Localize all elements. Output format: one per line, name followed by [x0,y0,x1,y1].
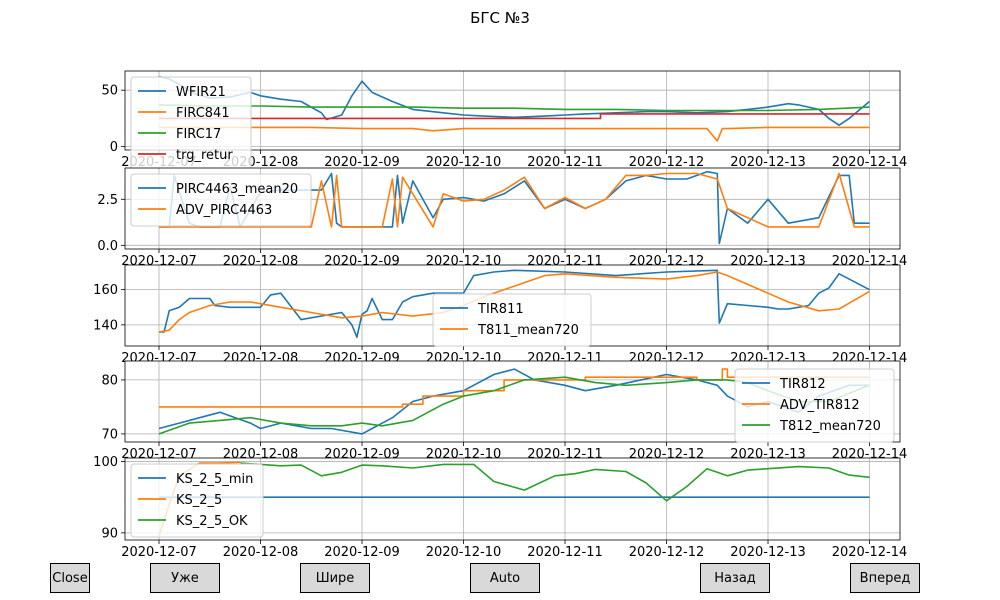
axes-frame [124,70,901,151]
series-line-TIR811 [159,269,870,339]
legend-box [734,368,895,443]
x-tick-label: 2020-12-11 [527,155,603,170]
subplot-2: 2020-12-07 2020-12-08 2020-12-09 2020-12-10… [97,167,907,269]
x-tick-label: 2020-12-08 [223,545,299,560]
y-tick-label: 0.0 [97,239,118,254]
legend-box [432,293,592,347]
legend: TIR812 ADV_TIR812 T812_mean720 [734,368,895,443]
y-tick-label: 0 [110,140,118,155]
axes-frame [124,360,901,443]
subplot-3: 2020-12-07 2020-12-08 2020-12-09 2020-12-10… [93,264,907,366]
x-tick-label: 2020-12-13 [730,155,806,170]
axes-frame [124,457,901,541]
x-tick-label: 2020-12-11 [527,545,603,560]
series-line-trg_retur [159,113,870,120]
legend-label: trg_retur [176,148,233,163]
x-tick-label: 2020-12-07 [121,545,197,560]
axes-frame [124,167,901,250]
subplot-1: 2020-12-072020-12-082020-12-092020-12-10… [101,70,908,172]
legend-label: PIRC4463_mean20 [176,182,298,197]
subplot-5: 2020-12-07 2020-12-08 2020-12-09 2020-12-10… [93,455,907,560]
y-tick-label: 90 [101,526,118,541]
y-tick-label: 160 [93,283,118,298]
legend: WFIR21 FIRC841 FIRC17 trg_retur [130,76,252,172]
series-line-FIRC17 [158,104,870,112]
x-tick-label: 2020-12-13 [730,545,806,560]
forward-button[interactable]: Вперед [850,563,920,593]
series-line-FIRC841 [159,126,870,142]
series-line-ADV_TIR812 [159,368,870,408]
series-line-WFIR21 [158,75,871,126]
legend: TIR811 T811_mean720 [432,293,592,347]
legend-label: ADV_PIRC4463 [176,203,272,218]
legend-label: KS_2_5_min [176,472,253,487]
legend: PIRC4463_mean20 ADV_PIRC4463 [130,173,312,227]
legend-label: KS_2_5 [176,493,222,508]
y-tick-label: 2.5 [97,193,118,208]
legend-label: KS_2_5_OK [176,514,248,529]
x-tick-label: 2020-12-14 [832,155,908,170]
legend-label: FIRC841 [176,106,230,121]
y-tick-label: 70 [101,427,118,442]
narrower-button[interactable]: Уже [150,563,220,593]
legend-box [130,173,312,227]
x-tick-label: 2020-12-14 [832,545,908,560]
x-tick-label: 2020-12-10 [426,545,502,560]
x-tick-label: 2020-12-09 [324,545,400,560]
series-line-KS_2_5_OK [240,462,870,502]
legend-label: T811_mean720 [477,323,579,338]
legend-label: WFIR21 [176,85,226,100]
x-tick-label: 2020-12-12 [629,155,705,170]
legend-label: TIR812 [779,377,826,392]
figure-title: БГС №3 [470,9,530,27]
back-button[interactable]: Назад [700,563,770,593]
legend-label: T812_mean720 [779,419,881,434]
x-tick-label: 2020-12-09 [324,155,400,170]
x-tick-label: 2020-12-12 [629,545,705,560]
x-tick-label: 2020-12-10 [426,155,502,170]
subplot-4: 2020-12-07 2020-12-08 2020-12-09 2020-12-10… [101,360,907,462]
y-tick-label: 80 [101,373,118,388]
y-tick-label: 140 [93,318,118,333]
wider-button[interactable]: Шире [300,563,370,593]
legend-label: FIRC17 [176,127,221,142]
y-tick-label: 100 [93,455,118,470]
legend-box [130,463,264,538]
legend-label: ADV_TIR812 [780,398,860,413]
close-button[interactable]: Close [50,563,90,593]
legend-label: TIR811 [477,302,524,317]
legend: KS_2_5_min KS_2_5 KS_2_5_OK [130,463,264,538]
series-line-ADV_PIRC4463 [159,172,870,228]
auto-button[interactable]: Auto [470,563,540,593]
y-tick-label: 50 [101,84,118,99]
